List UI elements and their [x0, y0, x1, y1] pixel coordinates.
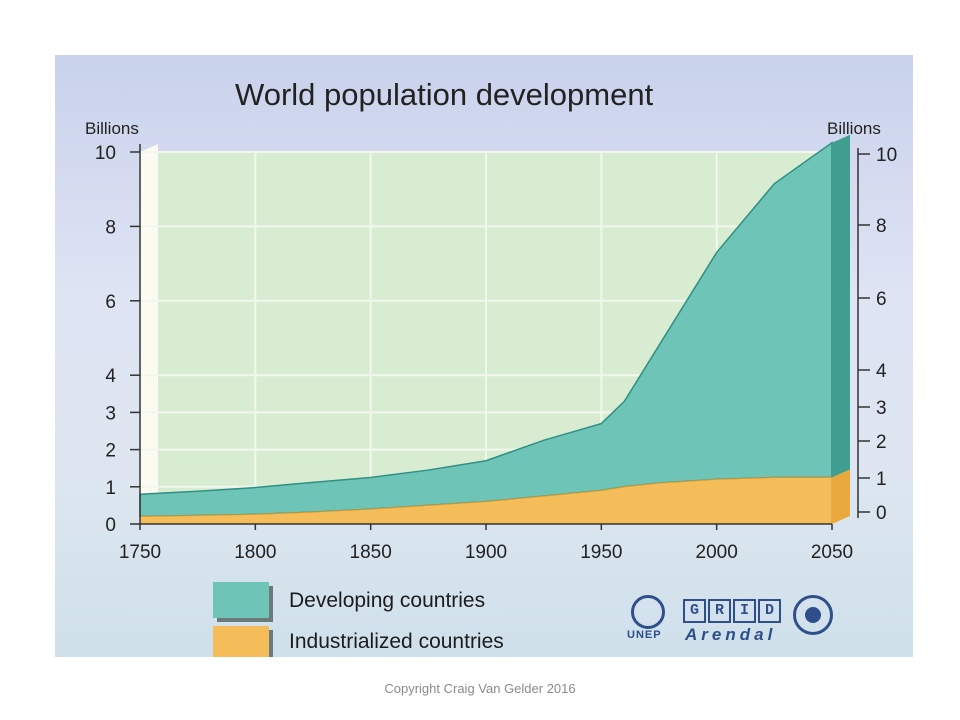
legend-developing-swatch — [213, 582, 269, 618]
area-industrialized-edge — [832, 469, 850, 524]
unep-logo-text: UNEP — [627, 629, 662, 641]
un-emblem-icon — [793, 595, 833, 635]
y-tick-label-left: 4 — [105, 366, 116, 387]
y-tick-label-left: 2 — [105, 441, 116, 462]
y-tick-label-right: 3 — [876, 398, 887, 419]
legend-industrialized-swatch — [213, 626, 269, 657]
x-tick-label: 1950 — [580, 542, 622, 563]
x-tick-label: 1850 — [350, 542, 392, 563]
population-chart: 0 1 2 3 4 6 8 10 0 1 2 3 4 6 8 10 1750 1800 1850 1900 1950 20… — [95, 134, 897, 563]
legend-industrialized-label: Industrialized countries — [289, 630, 504, 653]
y-tick-label-right: 10 — [876, 145, 897, 166]
grid-letter: G — [683, 599, 706, 623]
y-tick-label-left: 0 — [105, 515, 116, 536]
y-tick-label-right: 8 — [876, 216, 887, 237]
x-tick-label: 1750 — [119, 542, 161, 563]
y-tick-label-right: 0 — [876, 503, 887, 524]
y-tick-label-right: 1 — [876, 469, 887, 490]
y-tick-label-left: 3 — [105, 403, 116, 424]
x-tick-label: 2050 — [811, 542, 853, 563]
y-tick-label-left: 1 — [105, 478, 116, 499]
plot-side-wall — [140, 144, 158, 524]
copyright-footer: Copyright Craig Van Gelder 2016 — [384, 681, 576, 696]
grid-letter: R — [708, 599, 731, 623]
area-developing-edge — [832, 134, 850, 478]
grid-letter: D — [758, 599, 781, 623]
x-tick-label: 2000 — [696, 542, 738, 563]
chart-title: World population development — [235, 77, 654, 112]
grid-logo: G R I D — [683, 599, 781, 623]
y-tick-label-left: 6 — [105, 292, 116, 313]
y-tick-label-right: 2 — [876, 432, 887, 453]
legend-developing-label: Developing countries — [289, 589, 486, 612]
chart-panel: 0 1 2 3 4 6 8 10 0 1 2 3 4 6 8 10 1750 1800 1850 1900 1950 20… — [55, 55, 913, 657]
unep-logo-icon — [631, 595, 665, 629]
y-tick-label-right: 6 — [876, 289, 887, 310]
grid-letter: I — [733, 599, 756, 623]
logos: UNEP G R I D Arendal — [623, 593, 913, 653]
y-tick-label-right: 4 — [876, 361, 887, 382]
x-tick-label: 1800 — [234, 542, 276, 563]
y-tick-label-left: 10 — [95, 143, 116, 164]
right-axis-unit: Billions — [827, 119, 881, 138]
y-tick-label-left: 8 — [105, 217, 116, 238]
x-tick-label: 1900 — [465, 542, 507, 563]
arendal-logo-text: Arendal — [685, 625, 777, 644]
left-axis-unit: Billions — [85, 119, 139, 138]
